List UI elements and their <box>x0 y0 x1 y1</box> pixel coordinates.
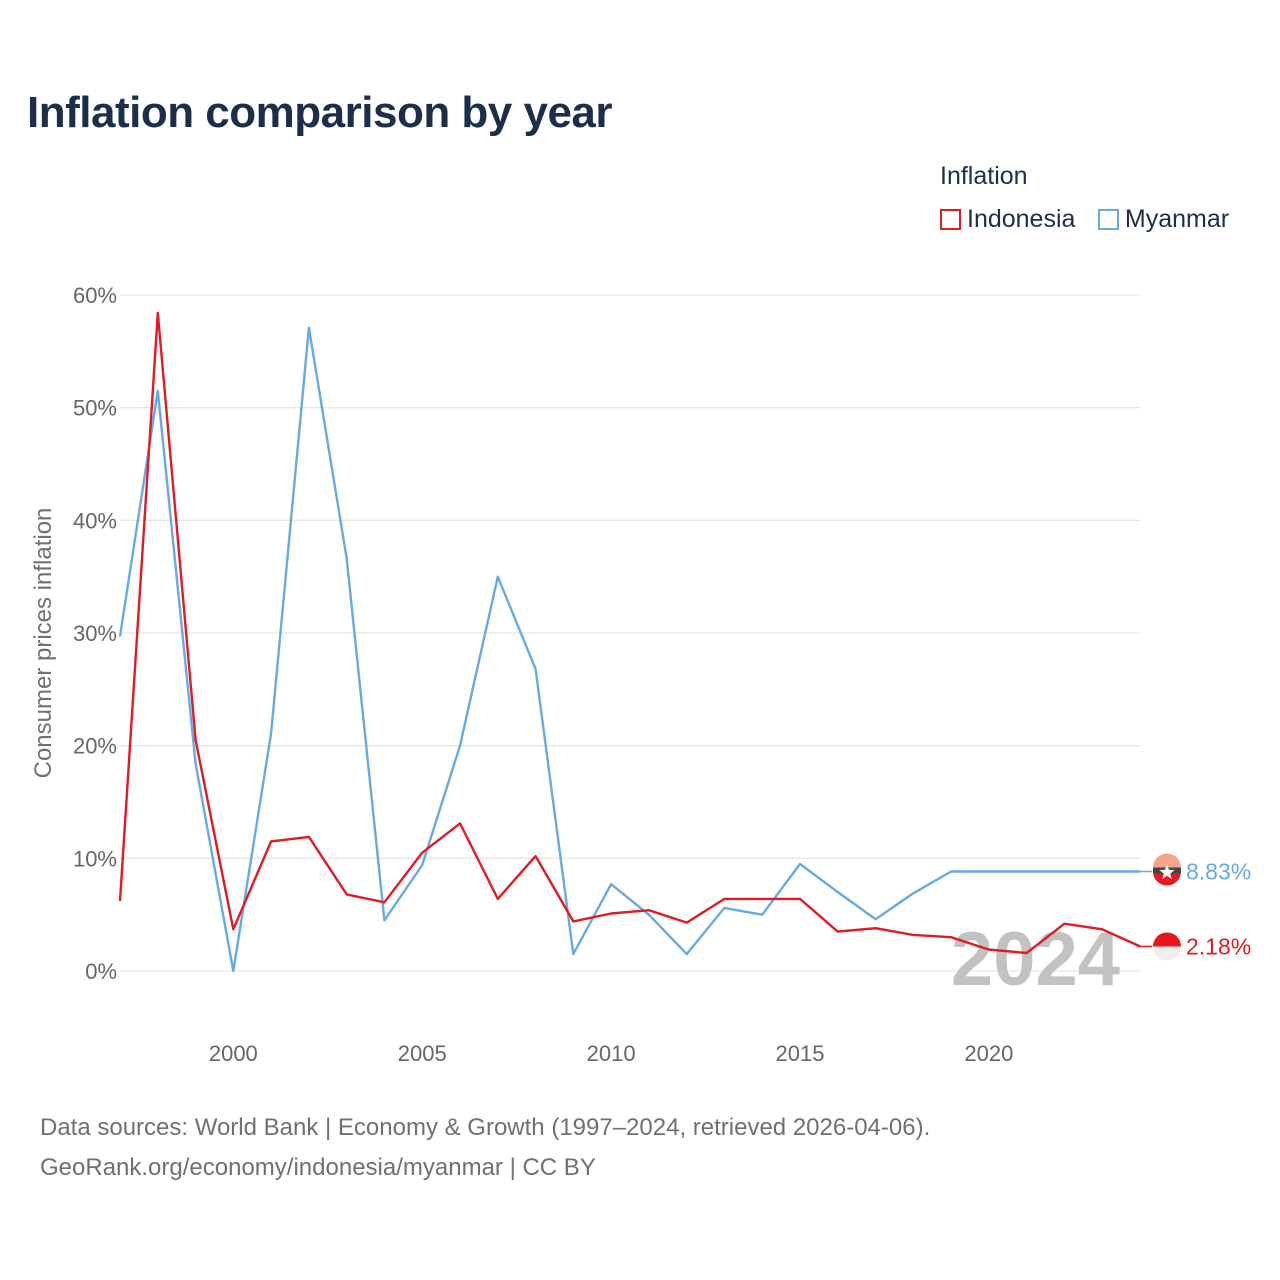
data-point-myanmar[interactable] <box>910 890 916 896</box>
data-point-myanmar[interactable] <box>1099 869 1105 875</box>
year-watermark: 2024 <box>951 917 1120 1002</box>
legend: Inflation Indonesia Myanmar <box>940 162 1247 235</box>
data-point-indonesia[interactable] <box>570 918 576 924</box>
end-value-label-myanmar: 8.83% <box>1186 859 1251 885</box>
data-point-myanmar[interactable] <box>1061 869 1067 875</box>
data-point-indonesia[interactable] <box>344 891 350 897</box>
series-line-myanmar <box>118 326 1140 973</box>
data-point-indonesia[interactable] <box>646 907 652 913</box>
y-tick-label: 60% <box>73 283 117 308</box>
legend-swatch-myanmar <box>1097 209 1119 230</box>
data-point-indonesia[interactable] <box>910 932 916 938</box>
x-axis-ticks: 2000 2005 2010 2015 2020 <box>209 1041 1014 1066</box>
data-point-indonesia[interactable] <box>608 911 614 917</box>
data-point-indonesia[interactable] <box>155 310 161 316</box>
y-axis-label: Consumer prices inflation <box>30 508 57 779</box>
y-tick-label: 10% <box>73 846 117 871</box>
data-point-indonesia[interactable] <box>1061 921 1067 927</box>
data-point-myanmar[interactable] <box>873 916 879 922</box>
chart-title: Inflation comparison by year <box>27 88 613 137</box>
series-line-indonesia <box>118 311 1141 955</box>
data-point-myanmar[interactable] <box>986 869 992 875</box>
data-point-myanmar[interactable] <box>419 862 425 868</box>
data-point-indonesia[interactable] <box>381 899 387 905</box>
data-point-myanmar[interactable] <box>381 917 387 923</box>
y-tick-label: 20% <box>73 734 117 759</box>
end-markers: 2.18% 8.83% <box>1140 853 1251 961</box>
legend-label-myanmar: Myanmar <box>1124 205 1230 233</box>
x-tick-label: 2015 <box>776 1041 825 1066</box>
y-tick-label: 40% <box>73 508 117 533</box>
x-tick-label: 2020 <box>964 1041 1013 1066</box>
x-tick-label: 2005 <box>398 1041 447 1066</box>
data-point-myanmar[interactable] <box>608 881 614 887</box>
data-point-myanmar[interactable] <box>1024 869 1030 875</box>
data-point-myanmar[interactable] <box>570 951 576 957</box>
end-value-label-indonesia: 2.18% <box>1186 933 1251 959</box>
data-point-myanmar[interactable] <box>193 761 199 767</box>
data-point-indonesia[interactable] <box>268 838 274 844</box>
data-point-myanmar[interactable] <box>684 951 690 957</box>
data-point-myanmar[interactable] <box>948 869 954 875</box>
data-point-indonesia[interactable] <box>1099 926 1105 932</box>
data-point-myanmar[interactable] <box>457 743 463 749</box>
legend-item-indonesia[interactable]: Indonesia <box>940 205 1075 234</box>
y-tick-label: 30% <box>73 621 117 646</box>
data-point-myanmar[interactable] <box>721 905 727 911</box>
data-point-myanmar[interactable] <box>306 325 312 331</box>
data-point-myanmar[interactable] <box>230 968 236 974</box>
data-point-indonesia[interactable] <box>117 898 123 904</box>
gridlines <box>120 294 1140 972</box>
data-point-indonesia[interactable] <box>495 896 501 902</box>
sources-line-1: Data sources: World Bank | Economy & Gro… <box>40 1114 931 1141</box>
legend-label-indonesia: Indonesia <box>967 205 1076 233</box>
data-point-myanmar[interactable] <box>117 633 123 639</box>
data-point-myanmar[interactable] <box>797 861 803 867</box>
data-point-indonesia[interactable] <box>533 853 539 859</box>
y-axis-ticks: 0% 10% 20% 30% 40% 50% 60% <box>73 283 117 984</box>
data-point-indonesia[interactable] <box>948 934 954 940</box>
data-point-myanmar[interactable] <box>268 730 274 736</box>
data-sources: Data sources: World Bank | Economy & Gro… <box>40 1108 930 1188</box>
data-point-indonesia[interactable] <box>986 947 992 953</box>
myanmar-flag-icon <box>1153 853 1181 886</box>
data-point-indonesia[interactable] <box>797 896 803 902</box>
legend-title: Inflation <box>940 162 1028 190</box>
data-point-indonesia[interactable] <box>835 929 841 935</box>
data-point-myanmar[interactable] <box>344 556 350 562</box>
data-point-indonesia[interactable] <box>419 850 425 856</box>
x-tick-label: 2000 <box>209 1041 258 1066</box>
y-tick-label: 50% <box>73 396 117 421</box>
data-point-indonesia[interactable] <box>306 834 312 840</box>
data-point-myanmar[interactable] <box>759 912 765 918</box>
data-point-indonesia[interactable] <box>873 925 879 931</box>
data-point-indonesia[interactable] <box>230 926 236 932</box>
data-point-myanmar[interactable] <box>155 388 161 394</box>
data-point-indonesia[interactable] <box>759 896 765 902</box>
sources-link[interactable]: GeoRank.org/economy/indonesia/myanmar | … <box>40 1154 596 1181</box>
data-point-myanmar[interactable] <box>495 574 501 580</box>
data-point-indonesia[interactable] <box>193 737 199 743</box>
legend-item-myanmar[interactable]: Myanmar <box>1097 205 1230 234</box>
data-point-myanmar[interactable] <box>533 666 539 672</box>
data-point-myanmar[interactable] <box>835 889 841 895</box>
indonesia-flag-icon <box>1153 932 1181 961</box>
y-tick-label: 0% <box>85 959 117 984</box>
x-tick-label: 2010 <box>587 1041 636 1066</box>
legend-swatch-indonesia <box>940 209 961 230</box>
series-layer <box>117 310 1141 974</box>
data-point-indonesia[interactable] <box>721 896 727 902</box>
data-point-indonesia[interactable] <box>457 820 463 826</box>
data-point-indonesia[interactable] <box>1024 950 1030 956</box>
data-point-indonesia[interactable] <box>684 920 690 926</box>
